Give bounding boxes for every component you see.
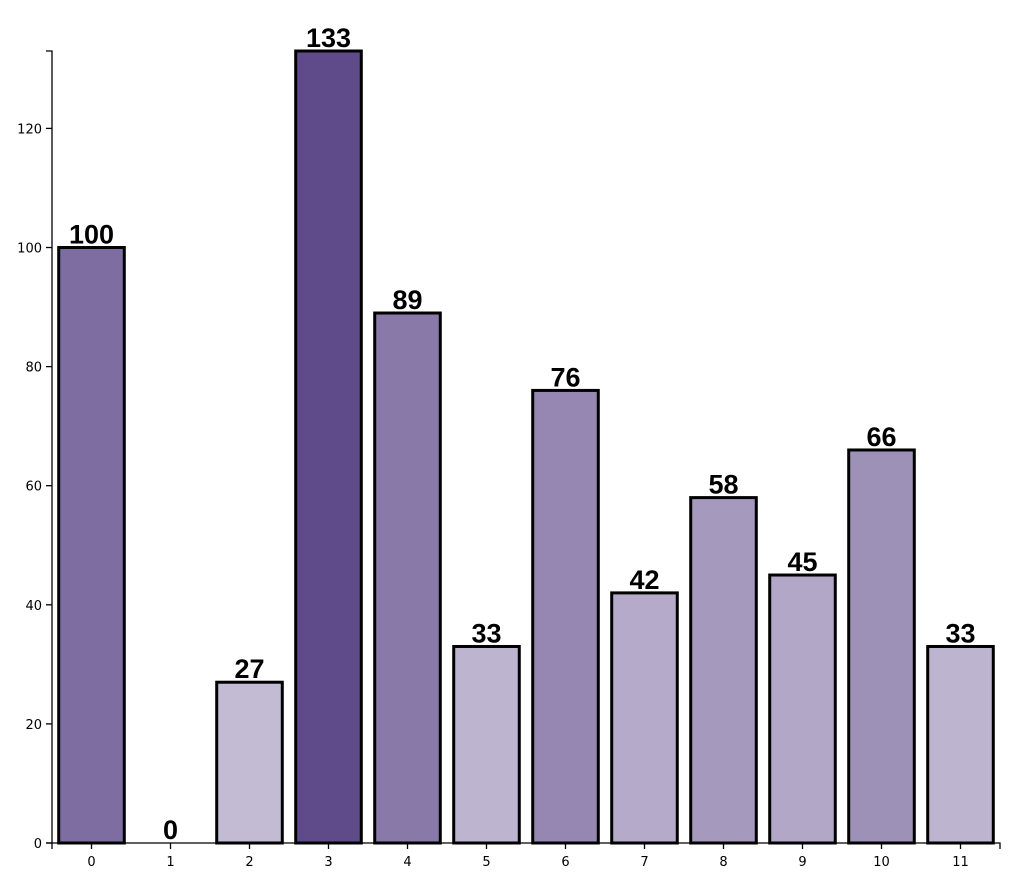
y-tick-label: 20	[25, 718, 42, 733]
y-tick-label: 60	[25, 480, 42, 495]
bar-8	[689, 496, 758, 845]
y-tick-label: 40	[25, 599, 42, 614]
y-tick-label: 120	[17, 122, 42, 137]
bar-7	[610, 591, 679, 845]
bar-6	[531, 388, 600, 845]
y-tick-label: 100	[17, 242, 42, 257]
bar-4	[373, 311, 442, 845]
y-axis: 0 20 40 60 80 100 120	[17, 50, 53, 852]
x-tick-label: 7	[640, 855, 648, 870]
data-label-7: 42	[629, 565, 659, 595]
bars	[57, 49, 995, 845]
x-tick-label: 6	[561, 855, 569, 870]
x-tick-label: 0	[87, 855, 95, 870]
x-tick-label: 9	[798, 855, 806, 870]
x-axis: 0 1 2 3 4 5 6 7 8 9 10 11	[51, 842, 1001, 870]
data-labels: 100 0 27 133 89 33 76 42 58 45 66 33	[69, 23, 976, 845]
y-tick-label: 80	[25, 361, 42, 376]
data-label-1: 0	[163, 815, 178, 845]
x-tick-label: 10	[873, 855, 890, 870]
x-axis-line	[51, 842, 1001, 849]
x-tick-label: 1	[166, 855, 174, 870]
data-label-3: 133	[306, 23, 351, 53]
data-label-8: 58	[708, 470, 738, 500]
data-label-11: 33	[945, 618, 975, 648]
x-tick-label: 5	[482, 855, 490, 870]
x-tick-label: 3	[324, 855, 332, 870]
x-tick-label: 8	[719, 855, 727, 870]
data-label-2: 27	[234, 654, 264, 684]
x-tick-label: 2	[245, 855, 253, 870]
bar-3	[294, 49, 363, 845]
bar-5	[452, 644, 521, 845]
data-label-9: 45	[787, 547, 817, 577]
bar-9	[768, 573, 837, 845]
data-label-6: 76	[550, 362, 580, 392]
bar-11	[926, 644, 995, 845]
bar-10	[847, 448, 916, 845]
data-label-0: 100	[69, 220, 114, 250]
bar-0	[57, 246, 126, 845]
x-tick-label: 4	[403, 855, 411, 870]
data-label-10: 66	[866, 422, 896, 452]
y-tick-label: 0	[34, 837, 42, 852]
bar-2	[215, 680, 284, 845]
x-tick-label: 11	[952, 855, 969, 870]
data-label-4: 89	[392, 285, 422, 315]
data-label-5: 33	[471, 618, 501, 648]
